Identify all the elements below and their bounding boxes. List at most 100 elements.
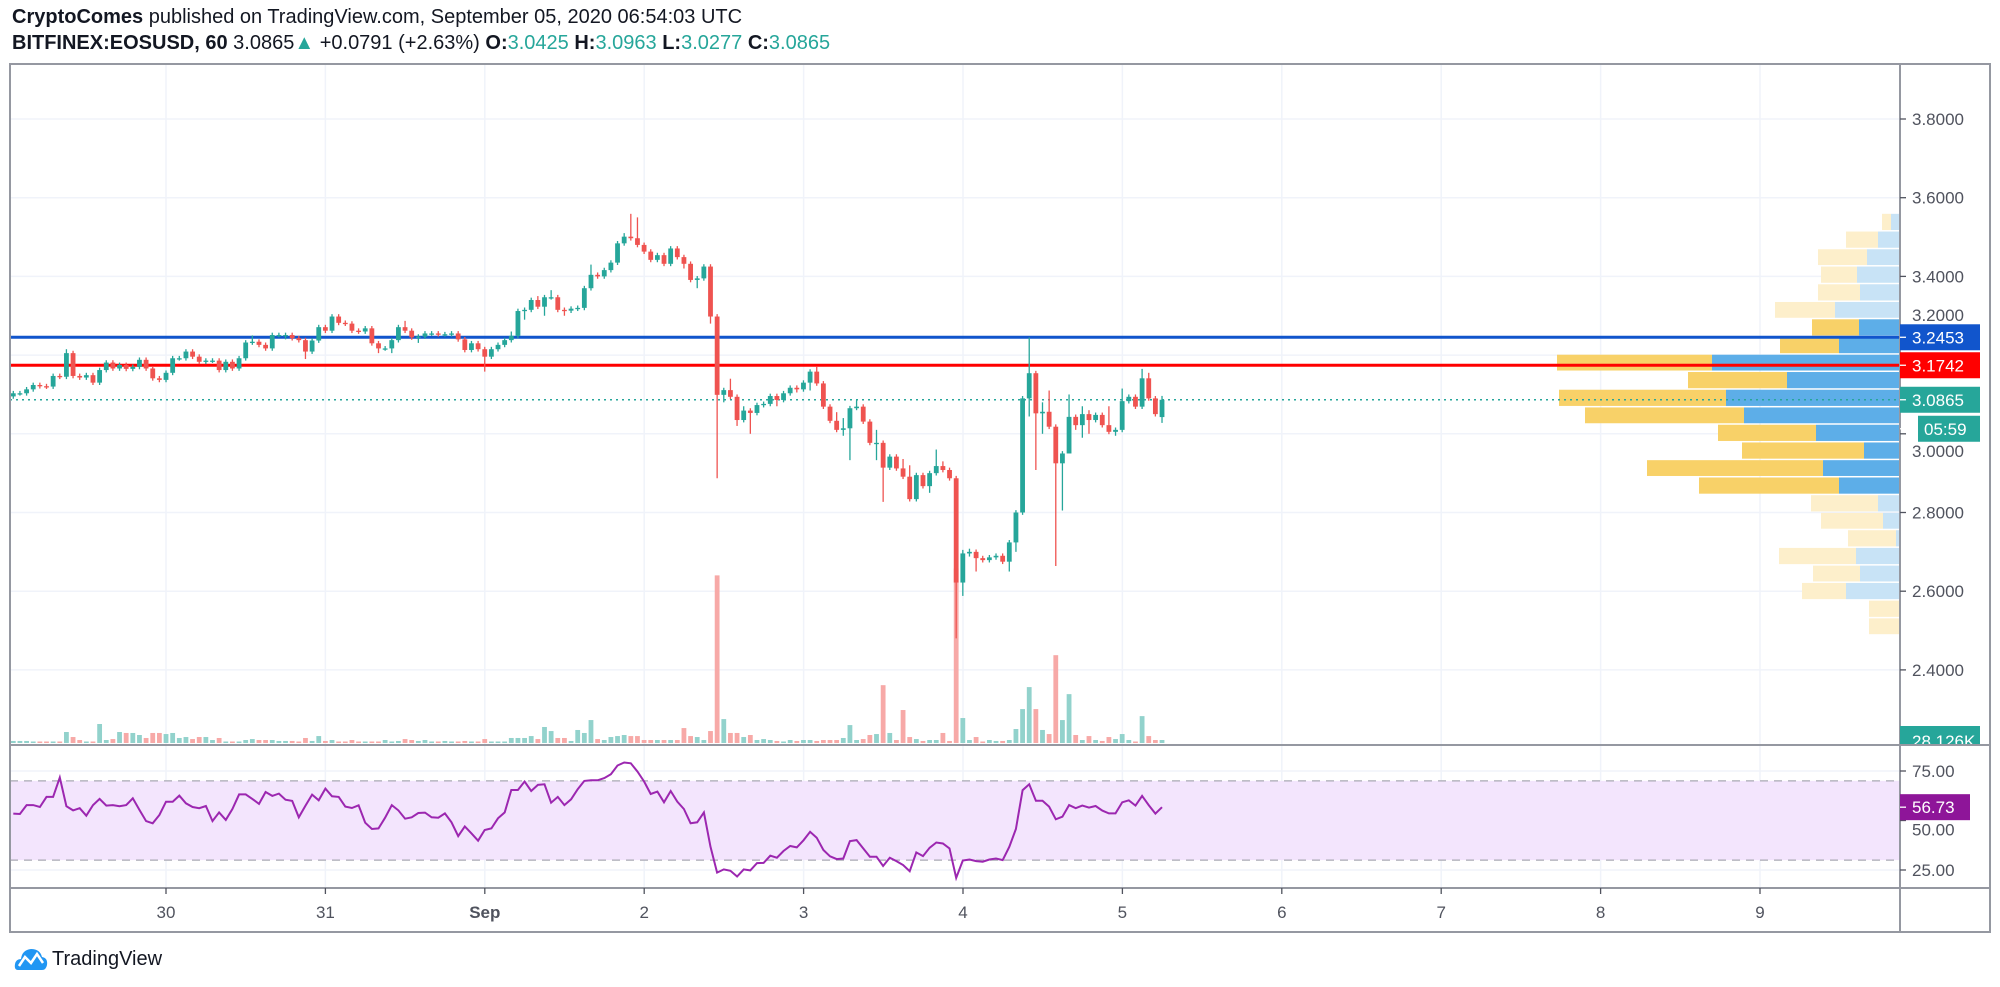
- volume-bar: [562, 737, 567, 743]
- candle-body: [1079, 414, 1085, 426]
- volume-bar: [475, 741, 481, 743]
- volume-bar: [1006, 740, 1012, 743]
- candle-body: [1020, 398, 1025, 513]
- rsi-value-label-box: [1900, 794, 1970, 821]
- candle-body: [747, 410, 753, 413]
- horizontal-lines[interactable]: [10, 335, 1900, 401]
- vp-up-bar: [1839, 336, 1900, 354]
- volume-bar: [283, 740, 288, 743]
- volume-bar: [960, 718, 966, 743]
- volume-bar: [608, 737, 614, 743]
- vp-up-bar: [1860, 565, 1900, 582]
- volume-bar: [654, 740, 660, 743]
- candle-body: [1046, 411, 1052, 427]
- volume-bar: [249, 739, 255, 743]
- volume-bar: [435, 741, 441, 743]
- candle-body: [947, 470, 952, 479]
- low-label: L:: [662, 32, 682, 54]
- volume-bar: [1020, 709, 1025, 743]
- price-tick-label: 3.4000: [1912, 267, 1964, 286]
- countdown-label: 05:59: [1900, 415, 1980, 442]
- open-label: O:: [485, 32, 508, 54]
- countdown-label-box: [1918, 415, 1980, 442]
- volume-bar: [794, 740, 800, 743]
- volume-bar: [1119, 734, 1125, 743]
- candle-body: [860, 406, 866, 422]
- candle-body: [409, 330, 415, 338]
- candle-body: [269, 335, 275, 349]
- candle-body: [940, 466, 946, 471]
- candle-body: [1133, 396, 1138, 407]
- tradingview-cloud-icon: [14, 949, 48, 970]
- volume-bar: [1060, 720, 1065, 743]
- volume-bar: [767, 740, 773, 743]
- price-axis[interactable]: 3.8000 3.6000 3.4000 3.2000 3.0000 2.8000 2.60…: [1900, 110, 1964, 880]
- resistance-price-label-box: [1900, 324, 1980, 351]
- candle-body: [880, 442, 886, 468]
- volume-bar: [1079, 740, 1085, 743]
- volume-bar: [874, 734, 879, 743]
- vp-down-bar: [1559, 389, 1726, 406]
- vp-down-bar: [1813, 565, 1860, 582]
- volume-bar: [469, 741, 474, 743]
- author-name[interactable]: CryptoComes: [12, 6, 144, 28]
- volume-bar: [1013, 729, 1019, 743]
- candle-body: [369, 328, 375, 344]
- volume-bar: [276, 740, 282, 743]
- candle-body: [382, 348, 388, 350]
- volume-bar: [728, 732, 733, 743]
- volume-bar: [362, 741, 368, 743]
- volume-bar: [688, 736, 693, 743]
- candle-body: [701, 266, 707, 279]
- volume-bar: [70, 737, 76, 743]
- time-axis[interactable]: 30 31 Sep 2 3 4 5 6 7 8 9: [157, 888, 1765, 922]
- vp-down-bar: [1585, 407, 1744, 424]
- volume-bar: [860, 739, 866, 743]
- chart-border: [9, 63, 1991, 933]
- volume-bar: [986, 740, 992, 743]
- volume-bar: [827, 740, 833, 743]
- candle-body: [1093, 414, 1099, 421]
- candle-body: [37, 385, 43, 387]
- volume-bar: [1033, 709, 1039, 743]
- candle-body: [960, 553, 966, 583]
- candle-body: [1139, 378, 1145, 407]
- vp-up-bar: [1878, 495, 1900, 512]
- volume-bar: [508, 737, 514, 743]
- volume-bar: [256, 740, 262, 743]
- volume-bar: [1152, 740, 1158, 743]
- rsi-line: [13, 761, 1163, 882]
- volume-bar: [77, 740, 83, 743]
- candle-body: [1000, 555, 1006, 562]
- volume-bar: [1000, 740, 1006, 743]
- vp-up-bar: [1859, 319, 1900, 336]
- symbol-name[interactable]: BITFINEX:EOSUSD, 60: [12, 32, 228, 54]
- resistance-price-label-text: 3.2453: [1912, 328, 1964, 347]
- vp-up-bar: [1846, 582, 1900, 600]
- candle-body: [1119, 401, 1125, 430]
- vp-down-bar: [1647, 460, 1823, 476]
- volume-bar: [940, 732, 946, 743]
- volume-bar: [309, 740, 315, 743]
- candle-body: [415, 336, 421, 338]
- time-tick-label: 8: [1596, 903, 1605, 922]
- vp-down-bar: [1812, 319, 1859, 336]
- volume-bar: [369, 741, 375, 743]
- volume-bar: [953, 568, 959, 743]
- volume-bar: [64, 732, 69, 743]
- candle-body: [628, 236, 634, 239]
- volume-bar: [1133, 741, 1138, 743]
- price-change: +0.0791 (+2.63%): [319, 32, 480, 54]
- last-price-label: 3.0865: [1900, 386, 1980, 413]
- vp-down-bar: [1821, 266, 1857, 283]
- volume-bar: [150, 732, 156, 743]
- candle-body: [110, 362, 116, 369]
- candle-body: [741, 410, 747, 421]
- candle-body: [993, 555, 999, 558]
- candle-body: [488, 349, 494, 357]
- candle-body: [342, 322, 348, 325]
- tradingview-logo[interactable]: TradingView: [14, 946, 162, 972]
- volume-bar: [913, 739, 919, 743]
- candle-body: [150, 368, 156, 379]
